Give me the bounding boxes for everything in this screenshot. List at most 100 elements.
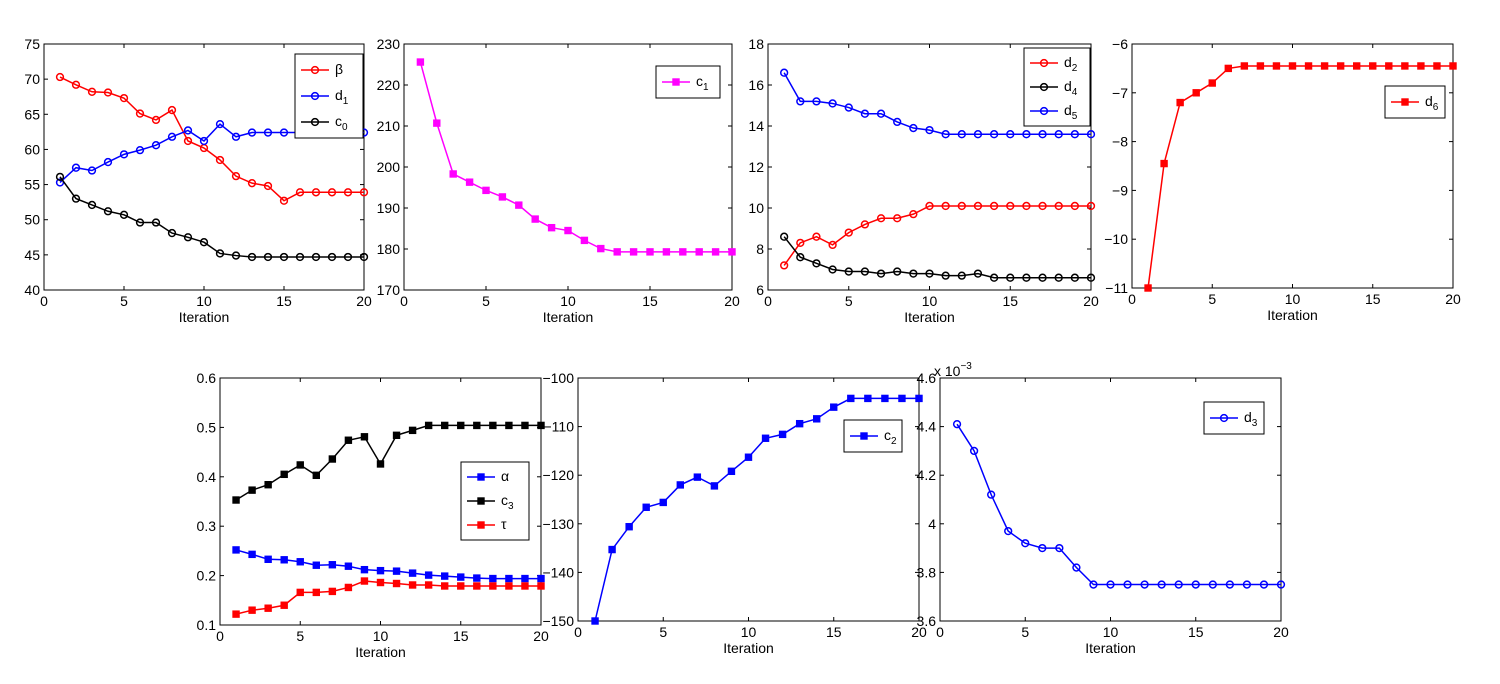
data-point (328, 587, 337, 596)
legend-marker (477, 497, 485, 505)
legend-label: τ (501, 516, 507, 532)
data-point (1054, 130, 1063, 139)
data-point (957, 130, 966, 139)
x-tick-label: 15 (453, 628, 469, 644)
data-point (597, 244, 605, 253)
data-point (795, 419, 804, 428)
x-tick-label: 20 (356, 293, 372, 309)
data-point (424, 571, 433, 579)
data-point (1160, 159, 1168, 168)
series-α (232, 546, 545, 583)
y-tick-label: 6 (756, 282, 764, 298)
x-tick-label: 15 (1002, 293, 1018, 309)
data-point (531, 215, 539, 223)
data-point (659, 498, 667, 507)
data-point (215, 119, 225, 129)
y-tick-label: 200 (377, 159, 401, 175)
subplot-4: 0 5 10 15 20 −11 −10 −9 −8 −7 −6 Iteration d6 (1104, 36, 1461, 323)
data-point (1038, 543, 1047, 553)
data-point (646, 248, 654, 256)
y-tick-label: 210 (377, 118, 401, 134)
x-axis-label: Iteration (1085, 640, 1136, 656)
data-point (1276, 580, 1286, 589)
data-point (327, 252, 337, 262)
data-point (343, 252, 353, 262)
data-point (642, 503, 650, 511)
data-point (392, 579, 401, 588)
data-point (941, 201, 950, 211)
y-tick-label: 40 (24, 282, 40, 298)
y-tick-label: 4.2 (917, 467, 937, 483)
data-point (629, 248, 638, 256)
y-tick-label: 0.3 (197, 518, 217, 534)
data-point (376, 460, 385, 468)
data-point (135, 218, 145, 227)
data-point (473, 421, 481, 430)
data-point (537, 421, 545, 430)
legend-label: β (335, 61, 343, 77)
data-point (312, 588, 321, 597)
data-point (591, 617, 599, 625)
data-point (711, 248, 720, 256)
legend-marker (477, 521, 485, 529)
x-axis-label: Iteration (543, 309, 594, 325)
data-point (344, 583, 353, 592)
series-c1 (416, 58, 736, 256)
x-tick-label: 5 (659, 624, 667, 640)
data-point (909, 123, 918, 133)
data-point (279, 128, 289, 137)
data-point (505, 421, 513, 430)
x-tick-label: 10 (1103, 624, 1119, 640)
x-axis-label: Iteration (904, 309, 955, 325)
x-axis-label: Iteration (723, 640, 774, 656)
legend-label-subscript: 2 (1072, 63, 1078, 74)
y-tick-label: 55 (24, 177, 40, 193)
data-point (1259, 580, 1269, 589)
legend: c1 (655, 65, 721, 99)
data-point (812, 232, 821, 241)
data-point (909, 269, 918, 278)
data-point (1070, 273, 1079, 282)
x-tick-label: 10 (196, 293, 212, 309)
y-tick-label: 220 (377, 77, 401, 93)
data-point (55, 172, 65, 181)
y-tick-label: 0.1 (197, 617, 217, 633)
legend-marker (1401, 98, 1409, 106)
data-point (263, 181, 273, 191)
y-tick-label: 16 (748, 77, 764, 93)
data-point (103, 207, 113, 216)
data-point (1054, 273, 1063, 282)
data-point (909, 210, 918, 219)
data-point (876, 214, 886, 223)
data-point (424, 421, 433, 430)
data-point (327, 188, 337, 197)
y-tick-label: −9 (1112, 182, 1128, 198)
data-point (608, 545, 616, 554)
data-point (1192, 89, 1200, 97)
x-tick-label: 20 (533, 628, 549, 644)
data-point (898, 394, 906, 403)
data-point (119, 93, 129, 103)
data-point (1072, 563, 1081, 572)
y-tick-label: 170 (377, 282, 401, 298)
x-tick-label: 10 (1285, 291, 1301, 307)
y-tick-label: −6 (1112, 36, 1128, 52)
series-τ (232, 577, 545, 618)
data-point (360, 433, 369, 441)
x-tick-label: 20 (1273, 624, 1289, 640)
series-d2 (780, 201, 1096, 270)
y-tick-label: −8 (1112, 134, 1128, 150)
data-point (881, 394, 889, 403)
data-point (296, 461, 304, 469)
data-point (103, 157, 113, 167)
legend-marker (310, 91, 320, 101)
x-tick-label: 15 (1365, 291, 1381, 307)
series-d5 (780, 68, 1096, 139)
x-tick-label: 0 (216, 628, 224, 644)
data-point (296, 558, 304, 566)
data-point (312, 561, 321, 569)
data-point (796, 253, 805, 262)
data-point (231, 171, 241, 181)
legend-label-subscript: 6 (1433, 102, 1439, 113)
data-point (973, 201, 983, 211)
